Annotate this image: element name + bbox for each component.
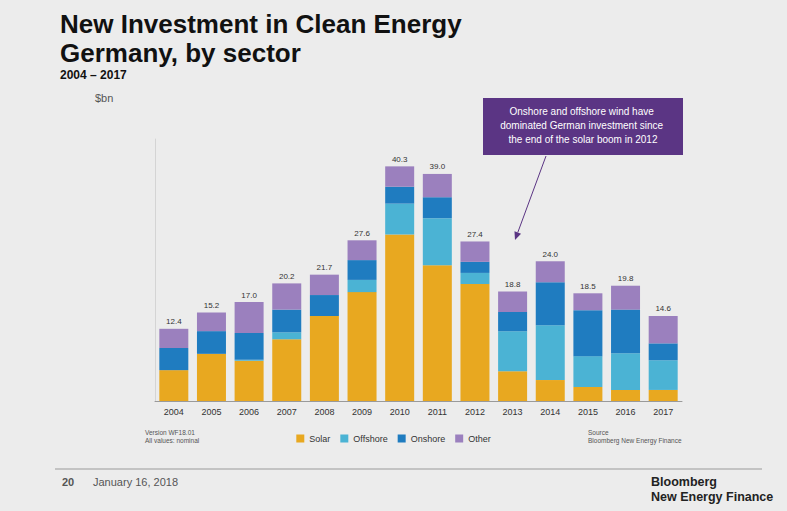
svg-text:New Investment in Clean Energy: New Investment in Clean Energy xyxy=(60,9,469,39)
svg-text:40.3: 40.3 xyxy=(392,155,408,164)
svg-text:2007: 2007 xyxy=(277,407,297,417)
svg-text:Source: Source xyxy=(588,429,609,436)
svg-text:2014: 2014 xyxy=(540,407,560,417)
svg-text:Version WF18.01: Version WF18.01 xyxy=(145,429,195,436)
svg-text:All values: nominal: All values: nominal xyxy=(145,437,200,444)
svg-text:20: 20 xyxy=(62,476,74,488)
svg-text:2006: 2006 xyxy=(239,407,259,417)
svg-text:Offshore: Offshore xyxy=(353,434,387,444)
svg-text:2005: 2005 xyxy=(201,407,221,417)
svg-text:27.6: 27.6 xyxy=(354,229,370,238)
svg-text:$bn: $bn xyxy=(95,92,113,104)
svg-text:Solar: Solar xyxy=(309,434,330,444)
svg-text:New Energy Finance: New Energy Finance xyxy=(651,490,773,504)
svg-text:27.4: 27.4 xyxy=(467,230,483,239)
svg-text:2016: 2016 xyxy=(616,407,636,417)
svg-text:Onshore: Onshore xyxy=(411,434,446,444)
svg-text:20.2: 20.2 xyxy=(279,272,295,281)
svg-text:2015: 2015 xyxy=(578,407,598,417)
svg-text:Other: Other xyxy=(468,434,491,444)
svg-text:2010: 2010 xyxy=(390,407,410,417)
svg-text:2011: 2011 xyxy=(428,407,447,417)
svg-text:12.4: 12.4 xyxy=(166,317,182,326)
svg-text:the end of the solar boom in 2: the end of the solar boom in 2012 xyxy=(509,134,658,145)
svg-text:2008: 2008 xyxy=(314,407,334,417)
svg-text:Bloomberg New Energy Finance: Bloomberg New Energy Finance xyxy=(588,437,682,445)
svg-text:2017: 2017 xyxy=(653,407,673,417)
svg-text:15.2: 15.2 xyxy=(204,301,220,310)
svg-text:2004: 2004 xyxy=(164,407,184,417)
svg-text:24.0: 24.0 xyxy=(542,250,558,259)
svg-text:2009: 2009 xyxy=(352,407,372,417)
svg-text:17.0: 17.0 xyxy=(241,291,257,300)
svg-text:14.6: 14.6 xyxy=(655,304,671,313)
svg-text:2012: 2012 xyxy=(465,407,485,417)
svg-text:Onshore and offshore wind have: Onshore and offshore wind have xyxy=(509,106,656,117)
svg-text:19.8: 19.8 xyxy=(618,274,634,283)
svg-text:21.7: 21.7 xyxy=(317,263,333,272)
svg-text:dominated German investment si: dominated German investment since xyxy=(500,120,666,131)
svg-text:39.0: 39.0 xyxy=(430,162,446,171)
svg-text:2013: 2013 xyxy=(503,407,523,417)
svg-text:2004 – 2017: 2004 – 2017 xyxy=(60,68,127,82)
svg-text:January 16, 2018: January 16, 2018 xyxy=(93,476,178,488)
svg-text:18.5: 18.5 xyxy=(580,282,596,291)
svg-text:Germany, by sector: Germany, by sector xyxy=(60,38,301,68)
svg-text:18.8: 18.8 xyxy=(505,280,521,289)
svg-text:Bloomberg: Bloomberg xyxy=(651,475,717,489)
